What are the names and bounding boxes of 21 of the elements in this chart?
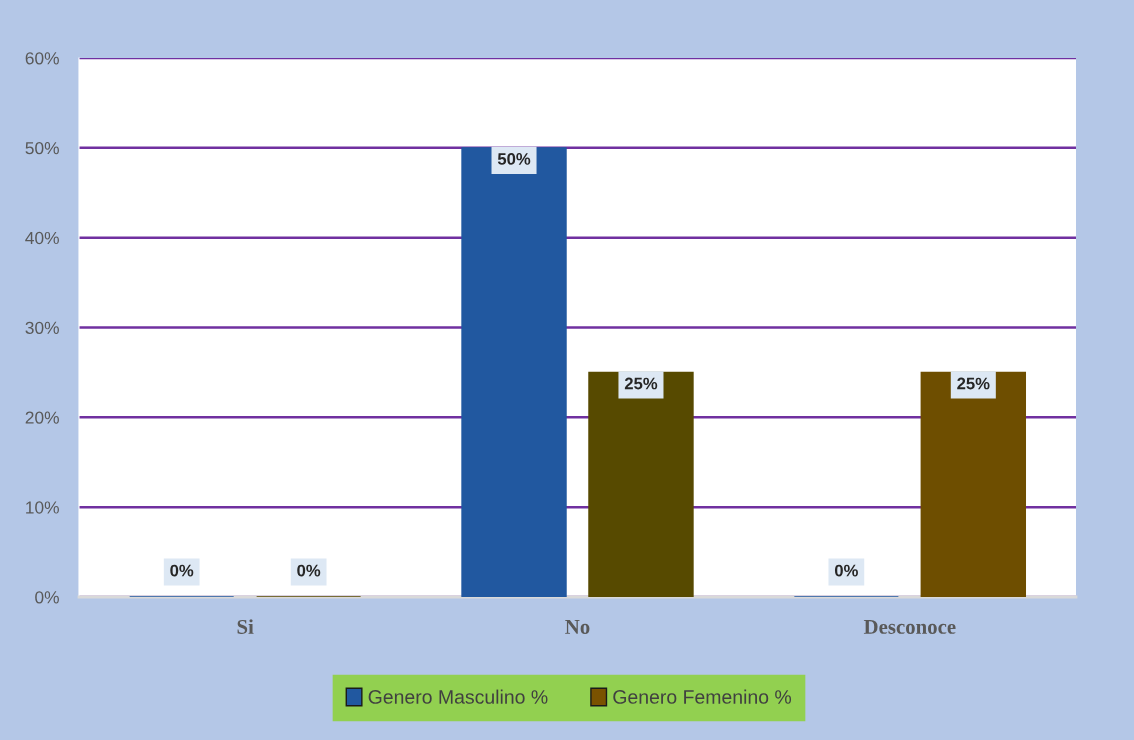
x-tick-label: No (565, 620, 590, 634)
x-tick-label: Desconoce (863, 620, 956, 634)
y-tick-label: 50% (25, 142, 59, 155)
legend-label: Genero Femenino % (613, 689, 792, 704)
legend-label: Genero Masculino % (368, 689, 548, 704)
y-tick-label: 0% (35, 591, 59, 604)
bar (461, 147, 567, 597)
bar (588, 371, 694, 597)
y-tick-label: 40% (25, 231, 59, 245)
data-label: 25% (957, 377, 990, 390)
data-label: 0% (170, 564, 194, 577)
data-label: 25% (624, 377, 658, 390)
bar (920, 371, 1027, 597)
data-label: 0% (297, 564, 321, 577)
y-tick-label: 60% (25, 52, 59, 65)
y-tick-label: 30% (25, 321, 59, 334)
x-tick-label: Si (237, 619, 254, 634)
y-tick-label: 20% (25, 411, 59, 424)
y-tick-label: 10% (26, 501, 59, 514)
data-label: 50% (497, 153, 531, 165)
data-label: 0% (834, 564, 858, 577)
